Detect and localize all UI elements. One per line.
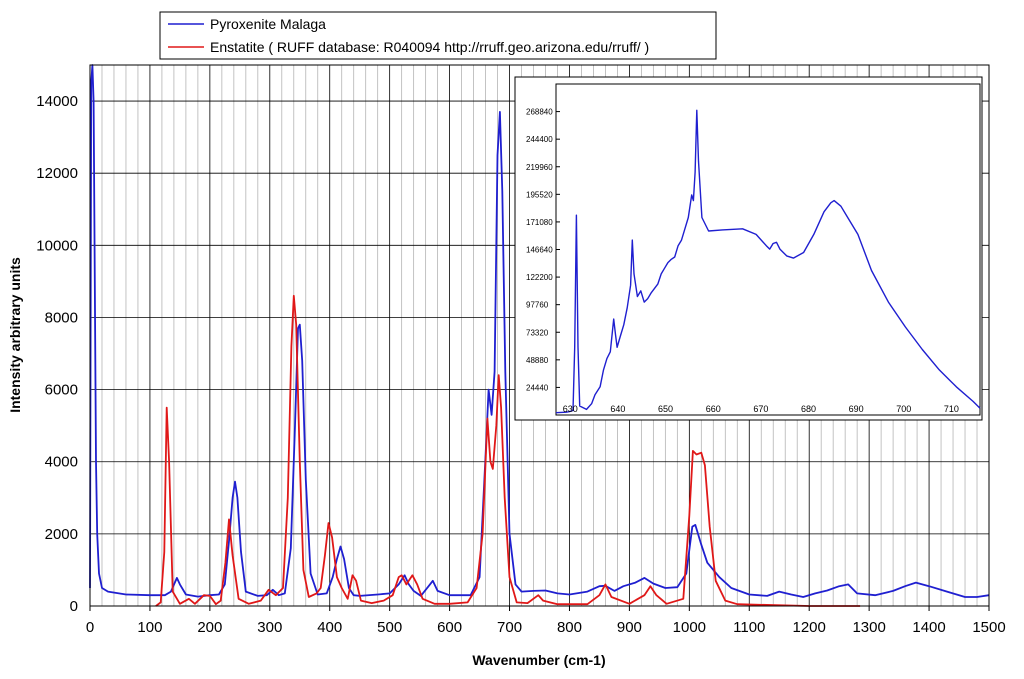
x-tick-label: 1100 [733,619,765,636]
x-tick-label: 1300 [852,619,885,636]
inset-y-tick-label: 219960 [526,163,553,172]
series-line-pyroxenite [89,64,990,598]
x-tick-label: 800 [557,619,582,636]
main-y-tick-labels: 0 2000 4000 6000 8000 10000 12000 14000 [36,93,78,615]
inset-y-tick-label: 171080 [526,218,553,227]
y-tick-label: 2000 [45,526,78,543]
legend-box [159,11,717,60]
inset-y-tick-labels: 24440 48880 73320 97760 122200 146640 171080 19… [526,108,560,392]
inset-y-tick-label: 73320 [526,328,549,337]
inset-x-tick-label: 700 [896,404,911,414]
inset-x-tick-label: 690 [849,404,864,414]
x-tick-label: 300 [257,619,282,636]
x-tick-label: 1000 [673,619,706,636]
x-tick-label: 1400 [912,619,945,636]
inset-plot-frame [555,83,981,416]
legend-label-pyroxenite: Pyroxenite Malaga [210,16,326,32]
y-tick-label: 0 [70,598,78,615]
x-tick-label: 1500 [972,619,1005,636]
y-tick-label: 4000 [45,454,78,471]
legend: Pyroxenite Malaga Enstatite ( RUFF datab… [159,11,717,60]
inset-series-line [555,109,981,414]
y-tick-label: 8000 [45,309,78,326]
legend-label-enstatite: Enstatite ( RUFF database: R040094 http:… [210,39,649,55]
inset-x-tick-label: 630 [563,404,578,414]
x-axis-title: Wavenumber (cm-1) [472,652,605,668]
inset-series-group [555,109,981,414]
y-tick-label: 14000 [36,93,78,110]
inset-x-tick-label: 680 [801,404,816,414]
y-tick-label: 6000 [45,382,78,399]
x-tick-label: 0 [86,619,94,636]
inset-y-tick-label: 48880 [526,356,549,365]
inset-y-tick-label: 97760 [526,301,549,310]
inset-y-tick-label: 268840 [526,108,553,117]
main-series-group [89,64,990,607]
inset-y-tick-label: 146640 [526,246,553,255]
inset-y-tick-label: 122200 [526,273,553,282]
x-tick-label: 700 [497,619,522,636]
x-tick-label: 500 [377,619,402,636]
main-plot-frame [89,64,990,607]
inset-x-tick-label: 670 [753,404,768,414]
y-axis-title: Intensity arbitrary units [7,257,23,413]
y-tick-label: 12000 [36,165,78,182]
x-tick-label: 200 [197,619,222,636]
inset-x-tick-label: 660 [706,404,721,414]
main-x-tick-labels: 0 100 200 300 400 500 600 700 800 900 1000 1100 1200… [86,606,1006,636]
inset-x-tick-label: 710 [944,404,959,414]
inset-y-tick-label: 244400 [526,135,553,144]
x-tick-label: 100 [137,619,162,636]
x-tick-label: 400 [317,619,342,636]
inset-x-tick-label: 650 [658,404,673,414]
inset-y-tick-label: 24440 [526,383,549,392]
x-tick-label: 900 [617,619,642,636]
inset-chart: 630 640 650 660 670 680 690 700 710 24440 48880 73… [514,76,983,421]
x-tick-label: 1200 [793,619,826,636]
inset-x-tick-labels: 630 640 650 660 670 680 690 700 710 [563,404,959,414]
y-tick-label: 10000 [36,237,78,254]
inset-y-tick-label: 195520 [526,190,553,199]
inset-x-tick-label: 640 [610,404,625,414]
x-tick-label: 600 [437,619,462,636]
series-line-enstatite [155,294,861,607]
